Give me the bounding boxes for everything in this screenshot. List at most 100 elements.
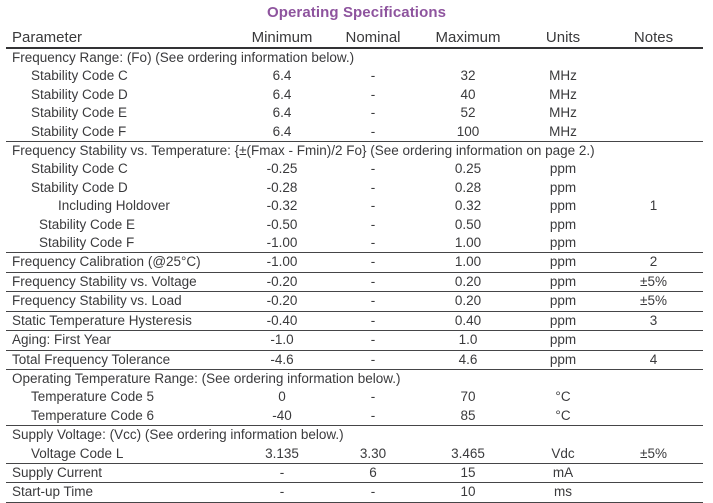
cell-nominal: -	[370, 105, 376, 121]
cell-maximum: 10	[414, 482, 522, 503]
cell-maximum: 100	[414, 122, 522, 143]
section-label: Frequency Range: (Fo) (See ordering info…	[12, 50, 355, 65]
cell-parameter: Stability Code C	[31, 161, 128, 177]
col-header-units: Units	[522, 26, 604, 49]
cell-parameter: Aging: First Year	[6, 330, 232, 351]
cell-maximum: 0.20	[414, 272, 522, 293]
operating-specifications-table: Parameter Minimum Nominal Maximum Units …	[6, 26, 703, 503]
cell-minimum: -1.00	[232, 252, 332, 273]
cell-parameter: Stability Code E	[39, 216, 136, 232]
table-row: Stability Code E -0.50 - 0.50 ppm	[6, 216, 703, 234]
cell-parameter: Frequency Stability vs. Voltage	[6, 272, 232, 293]
cell-nominal: -	[370, 198, 376, 214]
col-header-nominal: Nominal	[332, 26, 414, 49]
cell-parameter: Stability Code C	[31, 68, 128, 84]
cell-parameter: Total Frequency Tolerance	[6, 350, 232, 370]
cell-units: ppm	[522, 234, 604, 254]
cell-notes	[604, 482, 703, 503]
cell-units: MHz	[549, 86, 577, 102]
cell-nominal: 3.30	[332, 444, 414, 464]
cell-notes	[604, 388, 703, 406]
cell-parameter: Stability Code F	[6, 234, 232, 254]
cell-parameter: Temperature Code 6	[6, 406, 232, 427]
table-row: Temperature Code 5 0 - 70 °C	[6, 388, 703, 406]
cell-minimum: -4.6	[232, 350, 332, 370]
cell-units: °C	[522, 406, 604, 427]
table-row: Stability Code F 6.4 - 100 MHz	[6, 122, 703, 143]
cell-parameter: Temperature Code 5	[31, 389, 155, 405]
cell-units: MHz	[549, 105, 577, 121]
cell-units: ppm	[522, 330, 604, 351]
cell-notes: 3	[604, 311, 703, 332]
cell-maximum: 1.0	[414, 330, 522, 351]
cell-units: ppm	[522, 311, 604, 332]
cell-nominal: -	[332, 272, 414, 293]
section-header-row: Frequency Range: (Fo) (See ordering info…	[6, 48, 703, 67]
cell-nominal: -	[332, 330, 414, 351]
cell-nominal: -	[332, 122, 414, 143]
cell-nominal: -	[332, 234, 414, 254]
cell-minimum: 3.135	[232, 444, 332, 464]
cell-notes	[604, 216, 703, 234]
cell-parameter: Stability Code E	[31, 105, 128, 121]
cell-notes	[604, 234, 703, 254]
cell-units: ppm	[549, 179, 577, 195]
cell-maximum: 85	[414, 406, 522, 427]
cell-minimum: -0.25	[266, 161, 298, 177]
cell-nominal: -	[370, 389, 376, 405]
cell-units: Vdc	[522, 444, 604, 464]
cell-minimum: -40	[232, 406, 332, 427]
table-row: Static Temperature Hysteresis -0.40 - 0.…	[6, 311, 703, 332]
cell-maximum: 0.32	[454, 198, 482, 214]
cell-maximum: 1.00	[414, 252, 522, 273]
col-header-parameter: Parameter	[6, 26, 232, 49]
section-header-row: Supply Voltage: (Vcc) (See ordering info…	[6, 426, 703, 445]
table-row: Aging: First Year -1.0 - 1.0 ppm	[6, 330, 703, 351]
cell-nominal: -	[370, 179, 376, 195]
cell-minimum: -0.28	[266, 179, 298, 195]
cell-maximum: 0.20	[414, 291, 522, 312]
cell-parameter: Stability Code D	[31, 86, 128, 102]
cell-nominal: 6	[332, 463, 414, 484]
cell-minimum: -0.20	[232, 272, 332, 293]
cell-notes: ±5%	[604, 291, 703, 312]
page-title: Operating Specifications	[266, 4, 447, 21]
cell-maximum: 0.28	[454, 179, 482, 195]
cell-units: ppm	[522, 350, 604, 370]
cell-parameter: Supply Current	[6, 463, 232, 484]
cell-notes	[604, 179, 703, 197]
table-row: Temperature Code 6 -40 - 85 °C	[6, 406, 703, 427]
cell-units: ppm	[522, 291, 604, 312]
cell-nominal: -	[332, 311, 414, 332]
table-row: Frequency Stability vs. Load -0.20 - 0.2…	[6, 291, 703, 312]
cell-minimum: -0.20	[232, 291, 332, 312]
table-row: Stability Code D -0.28 - 0.28 ppm	[6, 179, 703, 197]
col-header-maximum: Maximum	[414, 26, 522, 49]
section-label: Frequency Stability vs. Temperature: {±(…	[12, 143, 595, 159]
table-row: Frequency Calibration (@25°C) -1.00 - 1.…	[6, 252, 703, 273]
section-header-row: Frequency Stability vs. Temperature: {±(…	[6, 142, 703, 161]
table-row: Total Frequency Tolerance -4.6 - 4.6 ppm…	[6, 350, 703, 370]
cell-minimum: -0.40	[232, 311, 332, 332]
cell-maximum: 70	[460, 389, 476, 405]
col-header-minimum: Minimum	[232, 26, 332, 49]
cell-notes: 4	[604, 350, 703, 370]
cell-maximum: 40	[460, 86, 476, 102]
cell-notes: ±5%	[604, 444, 703, 464]
cell-maximum: 52	[460, 105, 476, 121]
cell-units: ppm	[522, 272, 604, 293]
table-row: Frequency Stability vs. Voltage -0.20 - …	[6, 272, 703, 293]
cell-notes	[604, 122, 703, 143]
cell-notes	[604, 330, 703, 351]
cell-units: ppm	[549, 216, 577, 232]
cell-parameter: Stability Code F	[6, 122, 232, 143]
cell-units: ppm	[549, 198, 577, 214]
cell-minimum: 6.4	[272, 86, 292, 102]
cell-units: ppm	[522, 252, 604, 273]
cell-maximum: 32	[460, 68, 476, 84]
cell-minimum: -1.0	[232, 330, 332, 351]
cell-maximum: 1.00	[414, 234, 522, 254]
cell-units: ms	[522, 482, 604, 503]
cell-units: mA	[522, 463, 604, 484]
cell-notes	[604, 104, 703, 122]
